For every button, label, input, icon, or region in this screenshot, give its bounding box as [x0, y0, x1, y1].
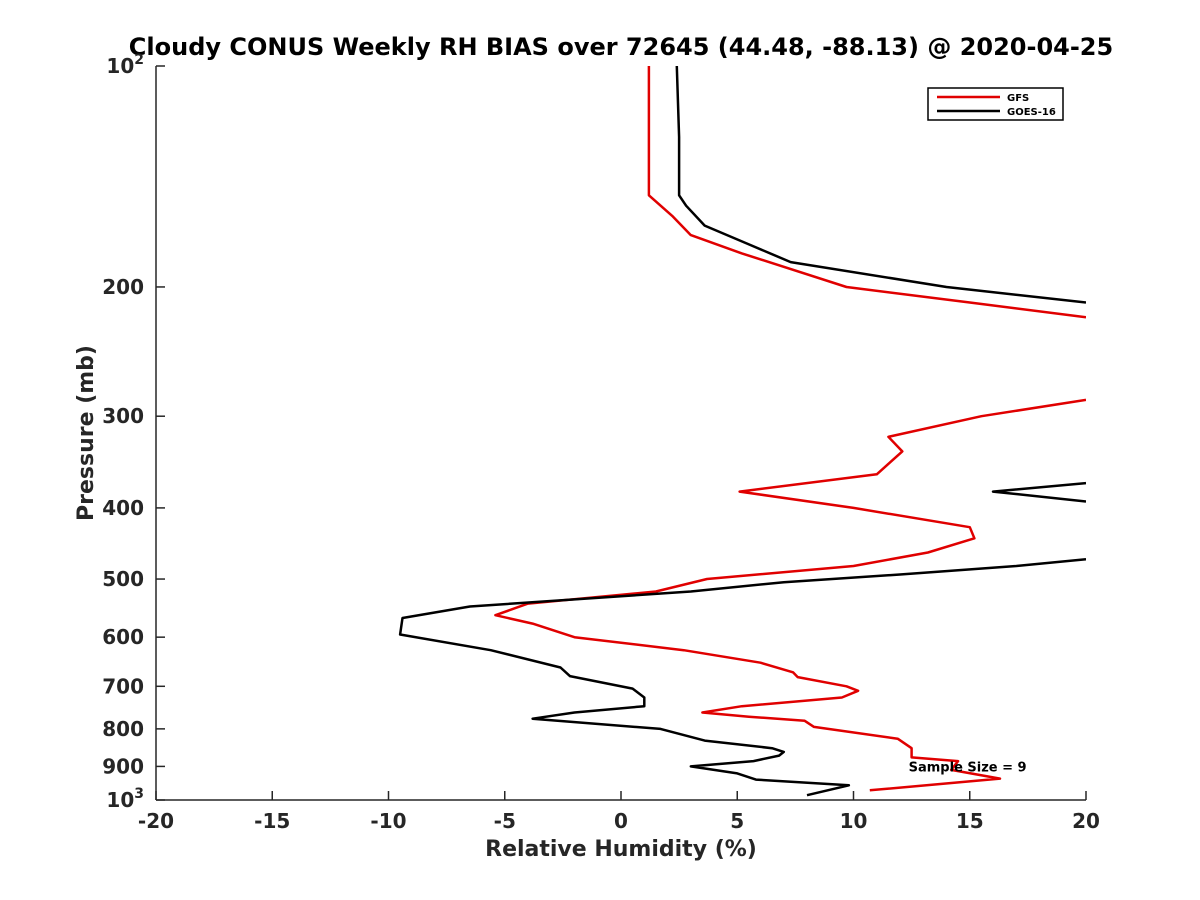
- legend: GFS GOES-16: [927, 87, 1064, 121]
- y-tick-label: 200: [102, 275, 144, 299]
- y-tick-label: 900: [102, 754, 144, 778]
- y-tick-label: 300: [102, 404, 144, 428]
- x-tick-label: -15: [254, 809, 290, 833]
- x-tick-label: -10: [370, 809, 406, 833]
- y-tick-label: 400: [102, 496, 144, 520]
- x-tick-label: 15: [956, 809, 984, 833]
- legend-box: [927, 87, 1064, 121]
- series-layer: [398, 66, 1086, 797]
- y-axis-label: Pressure (mb): [74, 345, 99, 521]
- y-tick-label: 102: [106, 52, 144, 78]
- x-tick-label: -5: [494, 809, 516, 833]
- y-tick-label: 103: [106, 786, 144, 812]
- x-tick-label: 10: [840, 809, 868, 833]
- y-tick-label: 700: [102, 674, 144, 698]
- y-tick-label: 600: [102, 625, 144, 649]
- x-tick-label: 0: [614, 809, 628, 833]
- x-tick-label: 20: [1072, 809, 1100, 833]
- ticks-layer: -20 -15 -10 -5 0 5 10 15 20 102 200 300 400 500 600 700…: [102, 52, 1100, 833]
- plot-area: [156, 66, 1086, 800]
- chart-title: Cloudy CONUS Weekly RH BIAS over 72645 (…: [129, 33, 1113, 61]
- x-tick-label: 5: [730, 809, 744, 833]
- y-tick-label: 500: [102, 567, 144, 591]
- y-tick-label: 800: [102, 717, 144, 741]
- series-line-gfs: [494, 66, 1086, 792]
- x-axis-label: Relative Humidity (%): [485, 837, 757, 862]
- legend-label-gfs: GFS: [1007, 93, 1029, 104]
- x-tick-label: -20: [138, 809, 174, 833]
- series-line-goes-16: [398, 66, 1086, 797]
- legend-label-goes-16: GOES-16: [1007, 107, 1056, 118]
- sample-size-annotation: Sample Size = 9: [909, 760, 1027, 775]
